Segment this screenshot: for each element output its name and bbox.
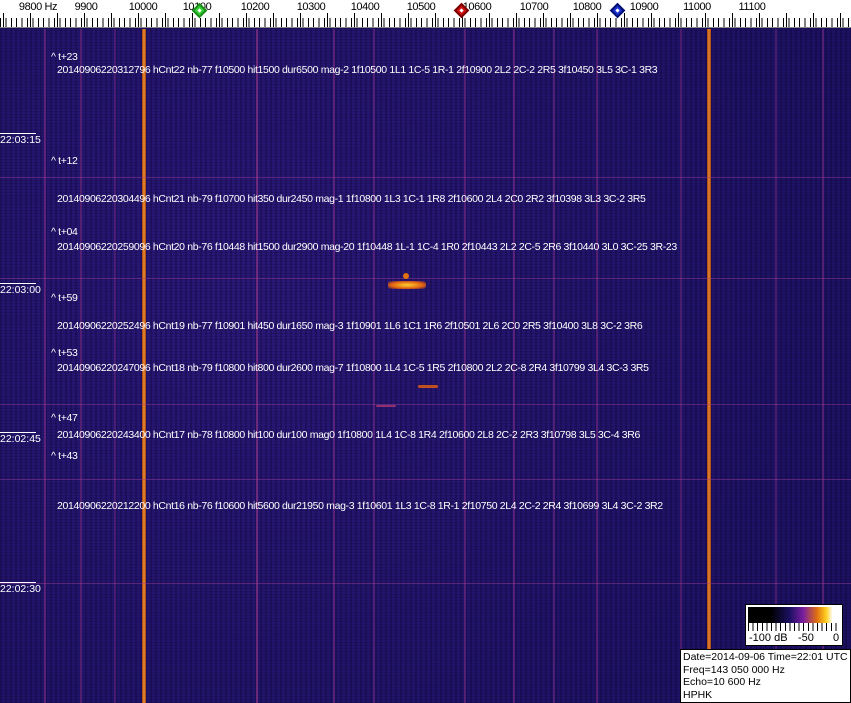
- detection-line: 20140906220247096 hCnt18 nb-79 f10800 hi…: [57, 362, 649, 374]
- spur-line: [553, 29, 555, 703]
- scale-mid-label: -50: [798, 632, 814, 644]
- spur-line: [333, 29, 335, 703]
- spur-line: [822, 29, 824, 703]
- spur-line: [80, 29, 82, 703]
- time-label: 22:03:00: [0, 283, 41, 296]
- spectrogram[interactable]: 22:03:15 22:03:00 22:02:45 22:02:30 ^ t+…: [0, 29, 851, 703]
- time-offset: ^ t+12: [51, 155, 78, 167]
- tick-label: 9800 Hz: [18, 1, 58, 13]
- tick-label: 11100: [738, 1, 766, 13]
- carrier-line: [707, 29, 711, 703]
- color-scale-gradient: [748, 607, 840, 623]
- meteor-echo: [418, 385, 438, 388]
- spur-line: [680, 29, 682, 703]
- interference-line: [0, 278, 851, 279]
- info-station: HPHK: [683, 688, 713, 701]
- interference-line: [0, 177, 851, 178]
- meteor-echo: [388, 281, 426, 289]
- tick-label: 10000: [128, 1, 158, 13]
- info-freq: Freq=143 050 000 Hz: [683, 663, 785, 676]
- interference-line: [0, 479, 851, 480]
- time-label: 22:03:15: [0, 133, 41, 146]
- spur-line: [256, 29, 258, 703]
- time-offset: ^ t+43: [51, 450, 78, 462]
- tick-label: 10600: [462, 1, 492, 13]
- spur-line: [373, 29, 375, 703]
- spur-line: [775, 29, 777, 703]
- tick-label: 10300: [296, 1, 326, 13]
- time-label: 22:02:45: [0, 432, 41, 445]
- spur-line: [596, 29, 598, 703]
- tick-label: 10400: [350, 1, 380, 13]
- tick-label: 10500: [406, 1, 436, 13]
- tick-label: 10700: [519, 1, 549, 13]
- detection-line: 20140906220252496 hCnt19 nb-77 f10901 hi…: [57, 320, 643, 332]
- scale-min-label: -100 dB: [749, 632, 788, 644]
- color-scale: -100 dB -50 0: [745, 604, 843, 646]
- detection-line: 20140906220304496 hCnt21 nb-79 f10700 hi…: [57, 193, 646, 205]
- time-offset: ^ t+23: [51, 51, 78, 63]
- tick-label: 11000: [683, 1, 711, 13]
- info-echo: Echo=10 600 Hz: [683, 676, 761, 688]
- color-scale-ticks: [748, 623, 840, 631]
- spur-line: [513, 29, 515, 703]
- time-offset: ^ t+53: [51, 347, 78, 359]
- axis-major-ticks: [0, 13, 851, 27]
- time-label: 22:02:30: [0, 582, 41, 595]
- tick-label: 10800: [572, 1, 602, 13]
- frequency-axis: 9800 Hz 9900 10000 10100 10200 10300 104…: [0, 0, 851, 28]
- time-offset: ^ t+59: [51, 292, 78, 304]
- spur-line: [44, 29, 46, 703]
- info-date: Date=2014-09-06 Time=22:01 UTC: [683, 651, 848, 663]
- tick-label: 9900: [74, 1, 98, 13]
- meteor-echo: [376, 405, 396, 407]
- detection-line: 20140906220312796 hCnt22 nb-77 f10500 hi…: [57, 64, 658, 76]
- tick-label: 10900: [629, 1, 659, 13]
- time-offset: ^ t+47: [51, 412, 78, 424]
- detection-line: 20140906220212200 hCnt16 nb-76 f10600 hi…: [57, 500, 663, 512]
- time-offset: ^ t+04: [51, 226, 78, 238]
- spur-line: [114, 29, 116, 703]
- carrier-line: [142, 29, 146, 703]
- interference-line: [0, 583, 851, 584]
- tick-label: 10200: [240, 1, 270, 13]
- detection-line: 20140906220259096 hCnt20 nb-76 f10448 hi…: [57, 241, 677, 253]
- info-box: Date=2014-09-06 Time=22:01 UTC Freq=143 …: [680, 649, 851, 703]
- detection-line: 20140906220243400 hCnt17 nb-78 f10800 hi…: [57, 429, 641, 441]
- scale-max-label: 0: [833, 632, 840, 644]
- meteor-echo: [403, 273, 409, 279]
- interference-line: [0, 404, 851, 405]
- spur-line: [464, 29, 466, 703]
